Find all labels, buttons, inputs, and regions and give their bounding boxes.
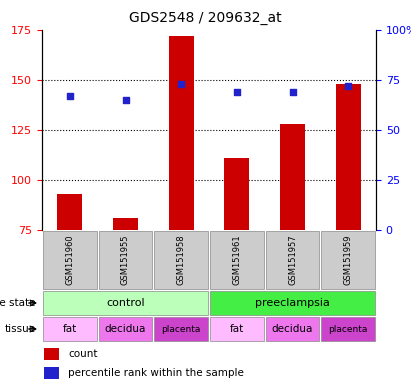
- Bar: [113, 218, 138, 230]
- Bar: [321, 317, 375, 341]
- Bar: [155, 231, 208, 289]
- Bar: [210, 231, 264, 289]
- Bar: [99, 317, 152, 341]
- Text: GSM151955: GSM151955: [121, 235, 130, 285]
- Bar: [57, 194, 82, 230]
- Text: decidua: decidua: [105, 324, 146, 334]
- Text: GSM151957: GSM151957: [288, 235, 297, 285]
- Text: percentile rank within the sample: percentile rank within the sample: [68, 368, 244, 378]
- Point: [233, 89, 240, 95]
- Text: GSM151958: GSM151958: [177, 235, 186, 285]
- Bar: [210, 291, 375, 315]
- Text: tissue: tissue: [5, 324, 36, 334]
- Bar: [210, 317, 264, 341]
- Point: [122, 97, 129, 103]
- Bar: [336, 84, 361, 230]
- Bar: [224, 158, 249, 230]
- Bar: [266, 231, 319, 289]
- Text: count: count: [68, 349, 97, 359]
- Text: GSM151960: GSM151960: [65, 235, 74, 285]
- Text: fat: fat: [230, 324, 244, 334]
- Text: disease state: disease state: [0, 298, 36, 308]
- Text: fat: fat: [63, 324, 77, 334]
- Text: GSM151959: GSM151959: [344, 235, 353, 285]
- Bar: [266, 317, 319, 341]
- Bar: [169, 36, 194, 230]
- Text: decidua: decidua: [272, 324, 313, 334]
- Text: control: control: [106, 298, 145, 308]
- Bar: [99, 231, 152, 289]
- Text: GSM151961: GSM151961: [232, 235, 241, 285]
- Text: placenta: placenta: [162, 324, 201, 333]
- Bar: [43, 317, 97, 341]
- Bar: [321, 231, 375, 289]
- Point: [178, 81, 185, 87]
- Point: [289, 89, 296, 95]
- Text: GDS2548 / 209632_at: GDS2548 / 209632_at: [129, 11, 282, 25]
- Text: preeclampsia: preeclampsia: [255, 298, 330, 308]
- Bar: [155, 317, 208, 341]
- Point: [345, 83, 351, 89]
- Bar: [280, 124, 305, 230]
- Bar: [44, 348, 60, 360]
- Point: [67, 93, 73, 99]
- Bar: [44, 367, 60, 379]
- Text: placenta: placenta: [328, 324, 368, 333]
- Bar: [43, 231, 97, 289]
- Bar: [43, 291, 208, 315]
